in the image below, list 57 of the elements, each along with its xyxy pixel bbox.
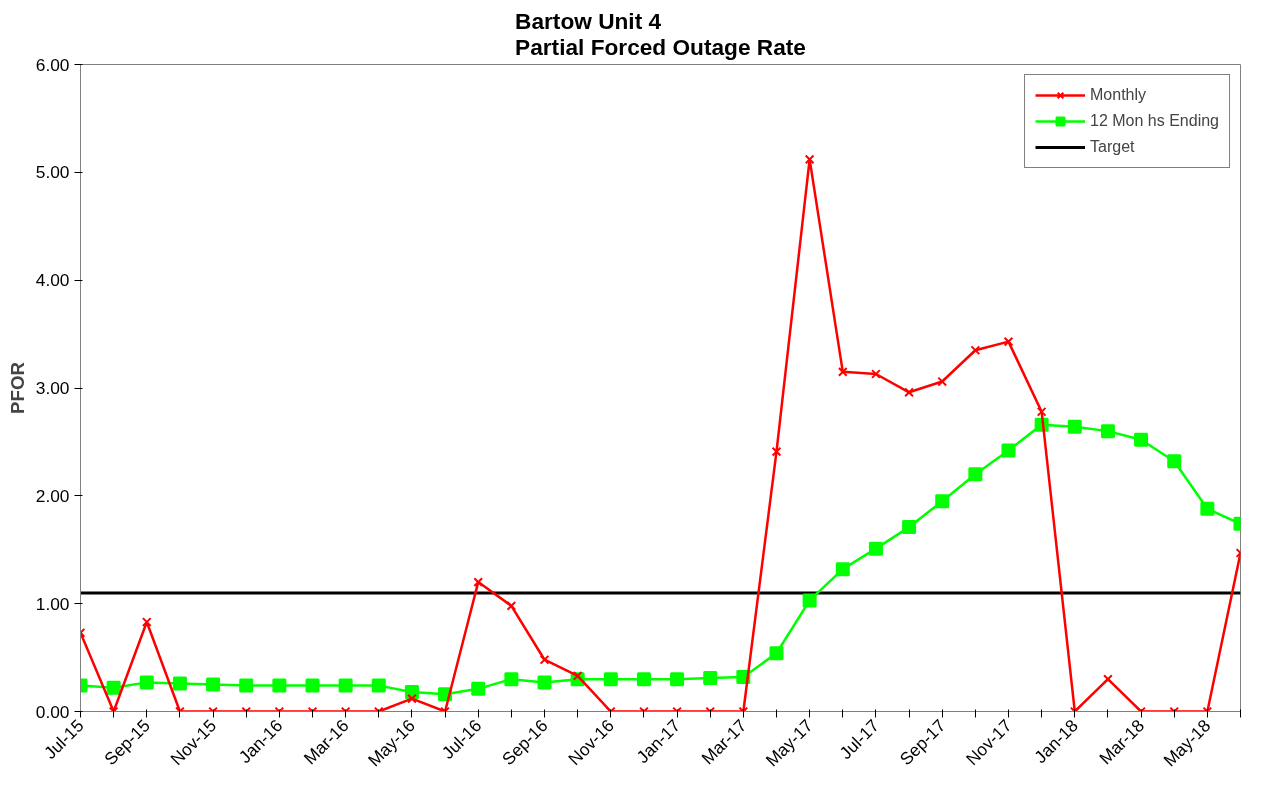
point xyxy=(1036,406,1047,417)
point xyxy=(804,154,815,165)
y-tick-label: 5.00 xyxy=(35,162,70,183)
legend-label: 12 Mon hs Ending xyxy=(1090,112,1219,130)
legend-label: Monthly xyxy=(1090,86,1147,104)
y-tick-label: 2.00 xyxy=(35,485,70,506)
point xyxy=(539,654,550,665)
point xyxy=(537,675,552,690)
chart-title: Bartow Unit 4 Partial Forced Outage Rate xyxy=(515,7,806,60)
point xyxy=(837,366,848,377)
point xyxy=(935,494,950,509)
point xyxy=(1200,501,1215,516)
point xyxy=(338,678,353,693)
point xyxy=(106,680,121,695)
point xyxy=(572,671,583,681)
point xyxy=(902,520,917,535)
point xyxy=(1003,336,1014,347)
y-tick-label: 0.00 xyxy=(35,701,70,722)
point xyxy=(769,646,784,661)
y-tick-label: 3.00 xyxy=(35,378,70,398)
point xyxy=(504,672,519,687)
point xyxy=(407,693,417,704)
point xyxy=(172,676,187,691)
point xyxy=(1001,443,1016,458)
y-tick-label: 6.00 xyxy=(35,54,70,75)
point xyxy=(471,681,486,696)
point xyxy=(371,678,386,693)
point xyxy=(206,677,221,692)
point xyxy=(506,600,517,611)
point xyxy=(1103,674,1113,685)
point xyxy=(305,678,320,693)
point xyxy=(139,675,154,690)
point xyxy=(272,678,287,693)
point xyxy=(904,387,914,398)
y-tick-label: 1.00 xyxy=(35,593,70,614)
point xyxy=(868,541,883,556)
point xyxy=(871,369,881,379)
point xyxy=(703,671,718,686)
point xyxy=(473,577,484,587)
y-tick-label: 4.00 xyxy=(35,270,70,291)
point xyxy=(636,672,651,687)
y-axis-title: PFOR xyxy=(6,361,28,414)
point xyxy=(970,345,981,356)
point xyxy=(771,446,782,457)
point xyxy=(835,562,850,577)
legend-label: Target xyxy=(1090,138,1135,156)
point xyxy=(670,672,685,687)
point xyxy=(937,376,948,387)
point xyxy=(1167,454,1182,469)
point xyxy=(802,593,817,608)
point xyxy=(968,467,983,482)
point xyxy=(239,678,254,693)
point xyxy=(141,617,152,627)
point xyxy=(1100,424,1115,439)
point xyxy=(1067,419,1082,434)
point xyxy=(1134,432,1149,447)
point xyxy=(603,672,618,687)
